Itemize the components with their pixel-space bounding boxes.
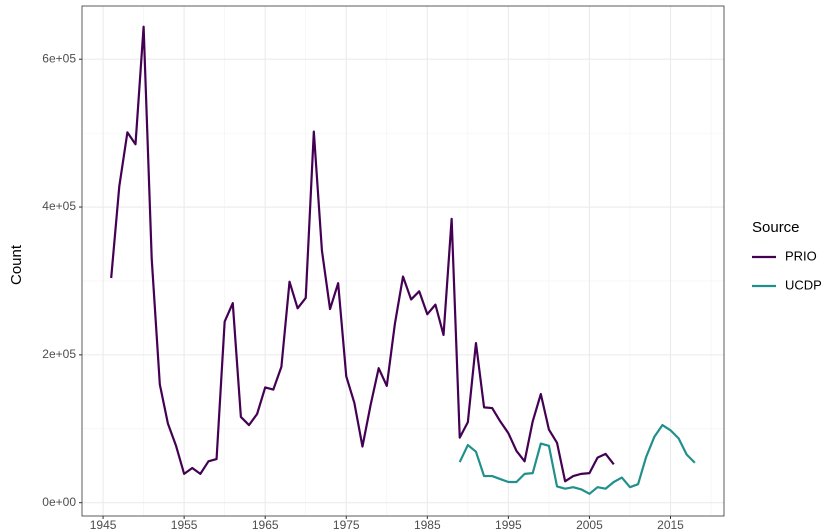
x-tick-label: 1975 xyxy=(333,518,360,532)
x-tick-label: 1965 xyxy=(252,518,279,532)
y-tick-label: 4e+05 xyxy=(42,199,76,213)
line xyxy=(110,25,615,483)
x-tick-label: 1945 xyxy=(90,518,117,532)
legend-label: PRIO xyxy=(785,248,817,263)
x-tick-label: 1995 xyxy=(495,518,522,532)
x-tick-label: 2005 xyxy=(576,518,603,532)
y-tick-label: 2e+05 xyxy=(42,347,76,361)
x-tick-label: 1985 xyxy=(414,518,441,532)
y-axis-label: Count xyxy=(8,244,25,285)
line xyxy=(458,423,696,495)
legend-label: UCDP xyxy=(785,277,822,292)
y-tick-label: 0e+00 xyxy=(42,495,76,509)
x-tick-label: 1955 xyxy=(171,518,198,532)
y-tick-label: 6e+05 xyxy=(42,51,76,65)
legend-title: Source xyxy=(752,219,800,236)
panel-border xyxy=(81,5,725,517)
x-tick-label: 2015 xyxy=(657,518,684,532)
